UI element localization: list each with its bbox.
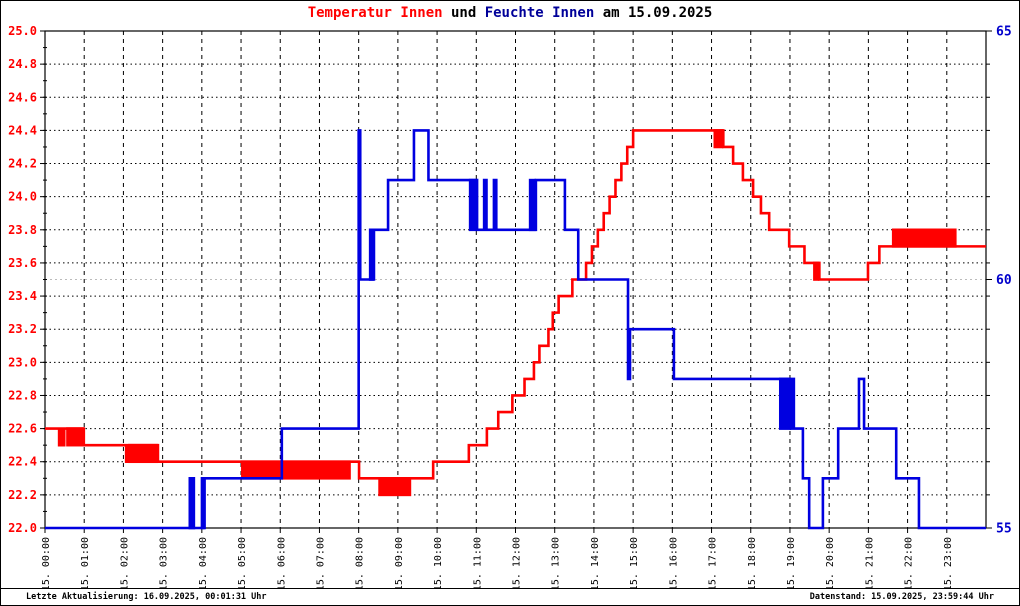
x-axis-tick-label: 15. 00:00 [41,537,52,590]
x-axis-tick-label: 15. 23:00 [943,537,954,590]
temperature-noise-band [66,427,84,447]
y-left-tick-label: 23.6 [8,256,37,270]
x-axis-tick-label: 15. 12:00 [512,537,523,590]
y-left-tick-label: 24.4 [8,123,37,137]
x-axis-tick-label: 15. 10:00 [433,537,444,590]
x-axis-tick-label: 15. 16:00 [668,537,679,590]
x-axis-tick-label: 15. 07:00 [315,537,326,590]
title-connector: und [442,5,485,21]
y-right-tick-label: 55 [996,522,1012,537]
x-axis-tick-label: 15. 20:00 [825,537,836,590]
humidity-series-line [45,129,986,530]
x-axis-tick-label: 15. 18:00 [747,537,758,590]
x-axis-tick-label: 15. 02:00 [119,537,130,590]
y-left-tick-label: 22.0 [8,521,37,535]
y-left-tick-label: 22.8 [8,388,37,402]
x-axis-tick-label: 15. 11:00 [472,537,483,590]
y-left-tick-label: 23.8 [8,223,37,237]
y-right-tick-label: 65 [996,25,1012,40]
y-left-tick-label: 23.2 [8,322,37,336]
x-axis-tick-label: 15. 01:00 [80,537,91,590]
humidity-noise-band [528,178,536,232]
y-left-tick-label: 22.6 [8,422,37,436]
status-bar: Letzte Aktualisierung: 16.09.2025, 00:01… [1,588,1019,605]
x-axis-tick-label: 15. 03:00 [159,537,170,590]
y-left-tick-label: 23.4 [8,289,37,303]
chart-plot-area: 15. 00:00 15. 01:00 15. 02:00 15. 03:00 15. … [8,24,1012,590]
y-left-tick-label: 24.2 [8,157,37,171]
x-axis-tick-label: 15. 08:00 [355,537,366,590]
humidity-noise-band [200,477,205,530]
temperature-noise-band [891,228,957,248]
humidity-noise-band [368,228,374,281]
title-date: am 15.09.2025 [594,5,713,21]
y-left-tick-label: 24.8 [8,57,37,71]
x-axis-tick-label: 15. 22:00 [904,537,915,590]
temperature-noise-band [378,477,412,497]
x-axis-tick-label: 15. 09:00 [394,537,405,590]
humidity-noise-band [468,178,478,232]
y-left-tick-label: 24.6 [8,90,37,104]
x-axis-tick-label: 15. 13:00 [551,537,562,590]
y-left-tick-label: 25.0 [8,24,37,38]
x-axis-tick-label: 15. 17:00 [708,537,719,590]
y-left-tick-label: 24.0 [8,190,37,204]
status-data-state: Datenstand: 15.09.2025, 23:59:44 Uhr [809,592,994,602]
x-axis-tick-label: 15. 06:00 [276,537,287,590]
x-axis-tick-label: 15. 19:00 [786,537,797,590]
x-axis-tick-label: 15. 05:00 [237,537,248,590]
temperature-noise-band [713,129,724,149]
x-axis-tick-label: 15. 21:00 [864,537,875,590]
y-left-tick-label: 23.0 [8,355,37,369]
temperature-noise-band [241,460,351,480]
humidity-noise-band [188,477,196,530]
x-axis-tick-label: 15. 15:00 [629,537,640,590]
status-last-update: Letzte Aktualisierung: 16.09.2025, 00:01… [26,592,267,602]
y-right-tick-label: 60 [996,273,1012,288]
y-left-tick-label: 22.4 [8,455,37,469]
temperature-noise-band [128,443,158,464]
x-axis-tick-label: 15. 14:00 [590,537,601,590]
x-axis-tick-label: 15. 04:00 [198,537,209,590]
title-humidity-series: Feuchte Innen [484,5,595,21]
chart-title: Temperatur Innen und Feuchte Innen am 15… [1,5,1019,21]
title-temperature-series: Temperatur Innen [307,5,443,21]
humidity-noise-band [778,377,792,430]
y-left-tick-label: 22.2 [8,488,37,502]
temperature-noise-band [813,261,820,281]
temperature-series-line [45,129,986,480]
